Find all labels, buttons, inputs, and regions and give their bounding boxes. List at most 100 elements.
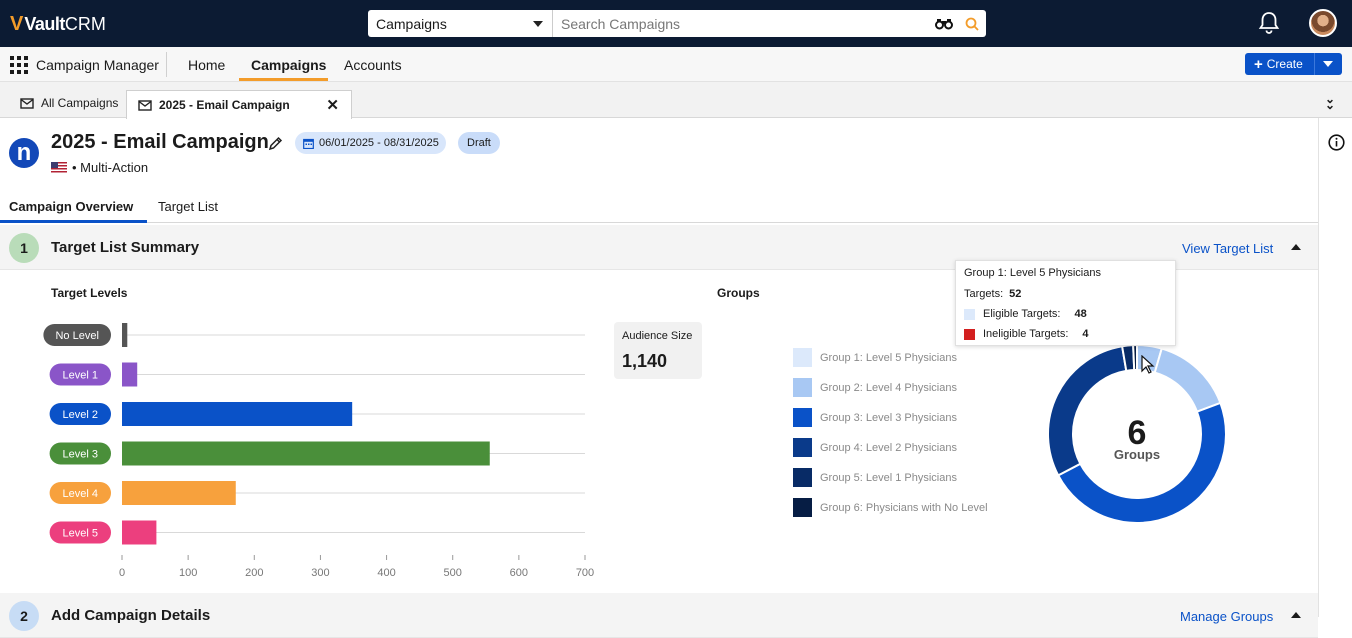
donut-slice — [1153, 347, 1222, 413]
create-divider — [1314, 53, 1315, 75]
user-avatar[interactable] — [1309, 9, 1337, 37]
level-label: Level 1 — [63, 370, 98, 382]
active-tab-indicator — [0, 220, 147, 223]
audience-size-card: Audience Size 1,140 — [614, 322, 702, 379]
record-tabs-bar: All Campaigns 2025 - Email Campaign ✕ ⌄ ⌄ — [0, 82, 1352, 119]
legend-item[interactable]: Group 6: Physicians with No Level — [793, 498, 988, 517]
top-bar: V Vault CRM Campaigns — [0, 0, 1352, 47]
us-flag-icon — [51, 162, 67, 173]
date-range-badge: 06/01/2025 - 08/31/2025 — [295, 132, 446, 154]
bar-level-4 — [122, 481, 236, 505]
chart-tooltip: Group 1: Level 5 Physicians Targets: 52 E… — [955, 260, 1176, 346]
nav-tab-home[interactable]: Home — [188, 57, 226, 73]
tab-all-campaigns[interactable]: All Campaigns — [20, 96, 118, 110]
tab-email-campaign[interactable]: 2025 - Email Campaign ✕ — [126, 90, 352, 119]
x-tick-label: 700 — [576, 567, 594, 579]
legend-item[interactable]: Group 3: Level 3 Physicians — [793, 408, 957, 427]
plus-icon: + — [1254, 55, 1263, 73]
app-launcher-icon[interactable] — [10, 56, 28, 74]
bar-no-level — [122, 323, 128, 347]
legend-item[interactable]: Group 4: Level 2 Physicians — [793, 438, 957, 457]
tab-campaign-overview[interactable]: Campaign Overview — [9, 199, 134, 214]
section-add-campaign-details-header[interactable]: 2 Add Campaign Details Manage Groups — [0, 593, 1318, 638]
search-icon[interactable] — [958, 10, 986, 37]
tooltip-title: Group 1: Level 5 Physicians — [964, 267, 1101, 279]
tooltip-targets-value: 52 — [1009, 288, 1022, 300]
search-input[interactable] — [553, 10, 930, 37]
vault-crm-logo[interactable]: V Vault CRM — [10, 13, 106, 36]
audience-size-label: Audience Size — [622, 330, 693, 342]
envelope-icon — [138, 99, 152, 111]
tab-target-list[interactable]: Target List — [158, 199, 218, 214]
nav-tab-accounts[interactable]: Accounts — [344, 57, 402, 73]
tooltip-eligible-value: 48 — [1074, 308, 1087, 320]
tab-all-campaigns-label: All Campaigns — [41, 96, 119, 110]
nav-tab-campaigns[interactable]: Campaigns — [251, 57, 327, 73]
double-chevron-down-icon[interactable]: ⌄ ⌄ — [1325, 92, 1336, 112]
section-number-badge: 2 — [9, 601, 39, 631]
close-tab-icon[interactable]: ✕ — [326, 97, 339, 114]
view-target-list-link[interactable]: View Target List — [1182, 241, 1274, 256]
tooltip-ineligible-row: Ineligible Targets: 4 — [964, 328, 1089, 340]
legend-item[interactable]: Group 2: Level 4 Physicians — [793, 378, 957, 397]
date-range-text: 06/01/2025 - 08/31/2025 — [319, 137, 439, 149]
legend-label: Group 6: Physicians with No Level — [820, 501, 988, 514]
tooltip-ineligible-label: Ineligible Targets: — [983, 328, 1069, 340]
legend-label: Group 5: Level 1 Physicians — [820, 471, 957, 484]
level-pill — [49, 521, 111, 544]
section-target-list-summary-header[interactable]: 1 Target List Summary View Target List — [0, 225, 1318, 270]
x-tick-label: 300 — [311, 567, 329, 579]
x-tick-label: 500 — [444, 567, 462, 579]
tab-email-campaign-label: 2025 - Email Campaign — [159, 98, 290, 112]
search-object-value: Campaigns — [376, 15, 447, 32]
collapse-section-icon[interactable] — [1291, 244, 1301, 250]
donut-slice — [1056, 401, 1227, 524]
calendar-icon — [303, 138, 314, 149]
legend-swatch — [793, 468, 812, 487]
legend-item[interactable]: Group 5: Level 1 Physicians — [793, 468, 957, 487]
page-title: 2025 - Email Campaign — [51, 131, 269, 153]
campaign-type: • Multi-Action — [72, 160, 149, 175]
legend-swatch — [793, 438, 812, 457]
bar-level-3 — [122, 441, 490, 466]
section-title: Target List Summary — [51, 239, 200, 256]
legend-item[interactable]: Group 1: Level 5 Physicians — [793, 348, 957, 367]
level-label: Level 5 — [63, 528, 98, 540]
envelope-icon — [20, 97, 34, 109]
notifications-bell-icon[interactable] — [1258, 11, 1280, 40]
legend-swatch — [793, 348, 812, 367]
tooltip-ineligible-value: 4 — [1082, 328, 1089, 340]
bar-level-1 — [122, 362, 138, 387]
x-tick-label: 100 — [179, 567, 197, 579]
section-title: Add Campaign Details — [51, 607, 211, 624]
create-dropdown-chevron-icon[interactable] — [1323, 61, 1333, 67]
ineligible-swatch — [964, 328, 975, 340]
create-button[interactable]: + Create — [1245, 53, 1342, 75]
donut-center-value: 6 — [1128, 414, 1147, 452]
tooltip-targets-label: Targets: — [964, 288, 1004, 300]
status-badge: Draft — [458, 132, 500, 154]
level-pill — [43, 324, 111, 346]
target-levels-label: Target Levels — [51, 286, 128, 300]
audience-size-value: 1,140 — [622, 351, 668, 371]
edit-pencil-icon[interactable] — [268, 136, 283, 156]
level-label: No Level — [55, 330, 98, 342]
tooltip-targets-row: Targets: 52 — [964, 288, 1021, 300]
level-label: Level 3 — [63, 449, 98, 461]
collapse-section-icon[interactable] — [1291, 612, 1301, 618]
nav-divider — [166, 52, 167, 77]
binoculars-icon[interactable] — [930, 10, 958, 37]
level-label: Level 2 — [63, 409, 98, 421]
search-object-select[interactable]: Campaigns — [368, 10, 553, 37]
app-name: Campaign Manager — [36, 57, 159, 73]
donut-center-label: Groups — [1114, 447, 1160, 462]
bar-level-5 — [122, 520, 157, 545]
legend-label: Group 1: Level 5 Physicians — [820, 351, 957, 364]
legend-label: Group 2: Level 4 Physicians — [820, 381, 957, 394]
app-nav-bar: Campaign Manager Home Campaigns Accounts… — [0, 47, 1352, 82]
level-pill — [49, 482, 111, 504]
info-icon[interactable] — [1328, 134, 1345, 156]
legend-swatch — [793, 378, 812, 397]
logo-crm-text: CRM — [64, 14, 106, 34]
